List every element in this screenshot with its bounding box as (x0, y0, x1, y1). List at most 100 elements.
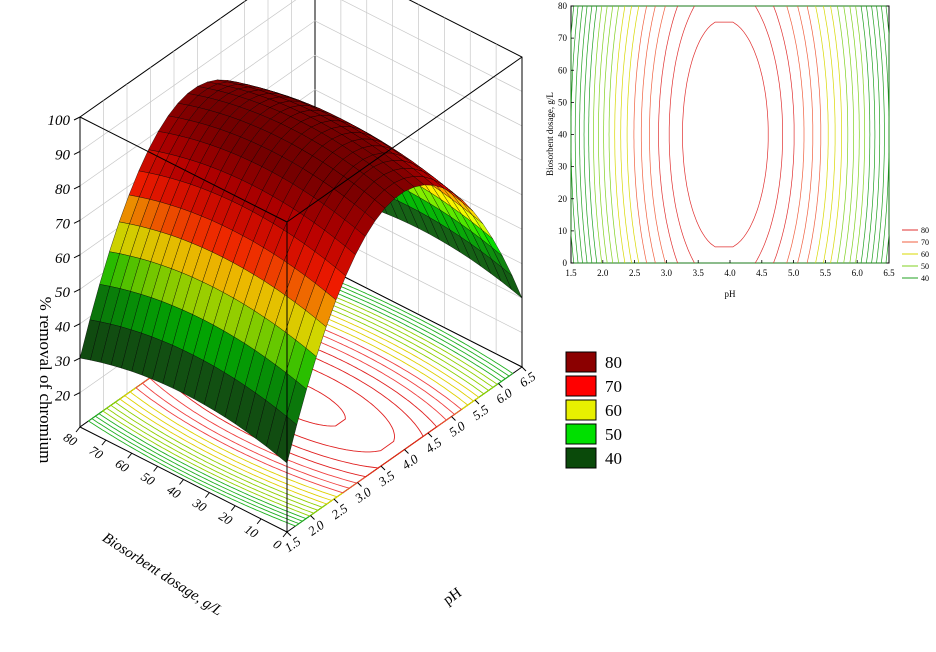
z-tick-mark (73, 288, 81, 293)
surface-chart: 20304050607080901001.52.02.53.03.54.04.5… (36, 0, 622, 619)
contour-line (860, 5, 871, 264)
y-axis-label: Biosorbent dosage, g/L (99, 530, 225, 619)
contour-line (658, 5, 678, 264)
grid-line (79, 0, 523, 152)
y-tick-label: 60 (113, 456, 132, 476)
contour-line (570, 5, 890, 264)
contour-x-axis-label: pH (725, 289, 737, 299)
y-tick-label: 20 (216, 508, 235, 528)
contour-line (843, 5, 855, 264)
x-tick-label: 3.0 (351, 484, 374, 506)
x-tick-mark (357, 482, 362, 487)
z-tick-mark (73, 219, 81, 224)
contour-x-tick-label: 3.5 (693, 268, 705, 278)
legend-swatch (565, 351, 597, 373)
response-surface (79, 79, 523, 464)
contour-lines (570, 5, 890, 264)
contour-line (754, 5, 783, 264)
contour-line (640, 5, 656, 264)
z-tick-label: 30 (54, 354, 71, 370)
x-tick-mark (521, 366, 527, 372)
z-tick-mark (73, 150, 81, 155)
contour-chart: 1.5 2.0 2.5 3.0 3.5 4.0 4.5 5.0 5.5 6.0 6.5 0 10 20 30… (545, 1, 929, 299)
contour-plot-frame (570, 5, 890, 264)
x-tick-mark (286, 531, 292, 537)
legend-swatch (565, 399, 597, 421)
z-tick-label: 60 (55, 251, 71, 267)
z-tick-label: 70 (55, 216, 71, 232)
x-tick-mark (427, 432, 433, 438)
contour-line (871, 5, 881, 264)
z-tick-label: 100 (48, 113, 71, 129)
front-edges (79, 56, 523, 532)
contour-y-axis-label: Biosorbent dosage, g/L (545, 92, 555, 176)
contour-ticks: 1.5 2.0 2.5 3.0 3.5 4.0 4.5 5.0 5.5 6.0 6.5 0 10 20 30… (558, 1, 895, 278)
legend-swatch (565, 447, 597, 469)
y-tick-mark (282, 531, 288, 538)
contour-legend-label: 50 (921, 262, 929, 271)
contour-line (603, 5, 614, 264)
z-tick-mark (73, 323, 81, 328)
contour-line (876, 5, 885, 264)
contour-line (682, 21, 769, 248)
contour-x-tick-label: 2.0 (597, 268, 609, 278)
contour-x-tick-label: 6.0 (852, 268, 864, 278)
z-tick-mark (73, 185, 81, 190)
x-tick-mark (380, 465, 386, 471)
contour-x-tick-label: 2.5 (629, 268, 641, 278)
x-tick-label: 4.5 (422, 434, 444, 456)
contour-y-tick-label: 10 (558, 226, 568, 236)
legend-label: 80 (605, 353, 622, 372)
contour-x-tick-label: 3.0 (661, 268, 673, 278)
contour-line (830, 5, 842, 264)
y-tick-label: 40 (164, 482, 183, 502)
z-tick-mark (73, 357, 81, 362)
z-tick-label: 80 (55, 182, 71, 198)
legend-label: 40 (605, 449, 622, 468)
contour-x-tick-label: 4.0 (724, 268, 736, 278)
contour-line (880, 5, 890, 264)
contour-legend-label: 40 (921, 274, 929, 283)
y-tick-mark (256, 518, 262, 525)
y-tick-mark (179, 479, 184, 485)
contour-y-tick-label: 60 (558, 65, 568, 75)
contour-line (614, 5, 626, 264)
z-tick-label: 90 (55, 147, 71, 163)
contour-y-tick-label: 40 (558, 130, 568, 140)
contour-x-tick-label: 5.0 (788, 268, 800, 278)
y-tick-label: 50 (139, 469, 158, 489)
x-tick-mark (404, 449, 409, 454)
x-tick-label: 5.5 (469, 401, 491, 423)
contour-line (836, 5, 849, 264)
z-tick-label: 40 (55, 320, 71, 336)
contour-legend-label: 60 (921, 250, 929, 259)
contour-y-tick-label: 70 (558, 33, 568, 43)
contour-line (633, 5, 647, 264)
contour-line (815, 5, 829, 264)
contour-legend: 80 70 60 50 40 (902, 226, 929, 283)
z-tick-mark (73, 116, 81, 121)
contour-line (786, 5, 805, 264)
y-tick-mark (153, 466, 159, 472)
contour-line (855, 5, 866, 264)
x-tick-label: 5.0 (446, 418, 468, 440)
x-tick-mark (333, 498, 339, 504)
contour-line (626, 5, 640, 264)
contour-line (620, 5, 632, 264)
box-edge (286, 56, 523, 223)
contour-line (849, 5, 860, 264)
contour-line (773, 5, 795, 264)
contour-line (806, 5, 822, 264)
z-tick-mark (73, 392, 81, 397)
x-tick-label: 1.5 (281, 533, 303, 555)
y-tick-mark (204, 492, 210, 498)
contour-x-tick-label: 4.5 (756, 268, 768, 278)
contour-legend-label: 80 (921, 226, 929, 235)
y-tick-label: 10 (242, 521, 261, 541)
contour-x-tick-label: 5.5 (820, 268, 832, 278)
contour-line (608, 5, 620, 264)
y-tick-mark (75, 426, 81, 433)
contour-x-tick-label: 1.5 (565, 268, 577, 278)
x-tick-label: 3.5 (375, 467, 398, 489)
